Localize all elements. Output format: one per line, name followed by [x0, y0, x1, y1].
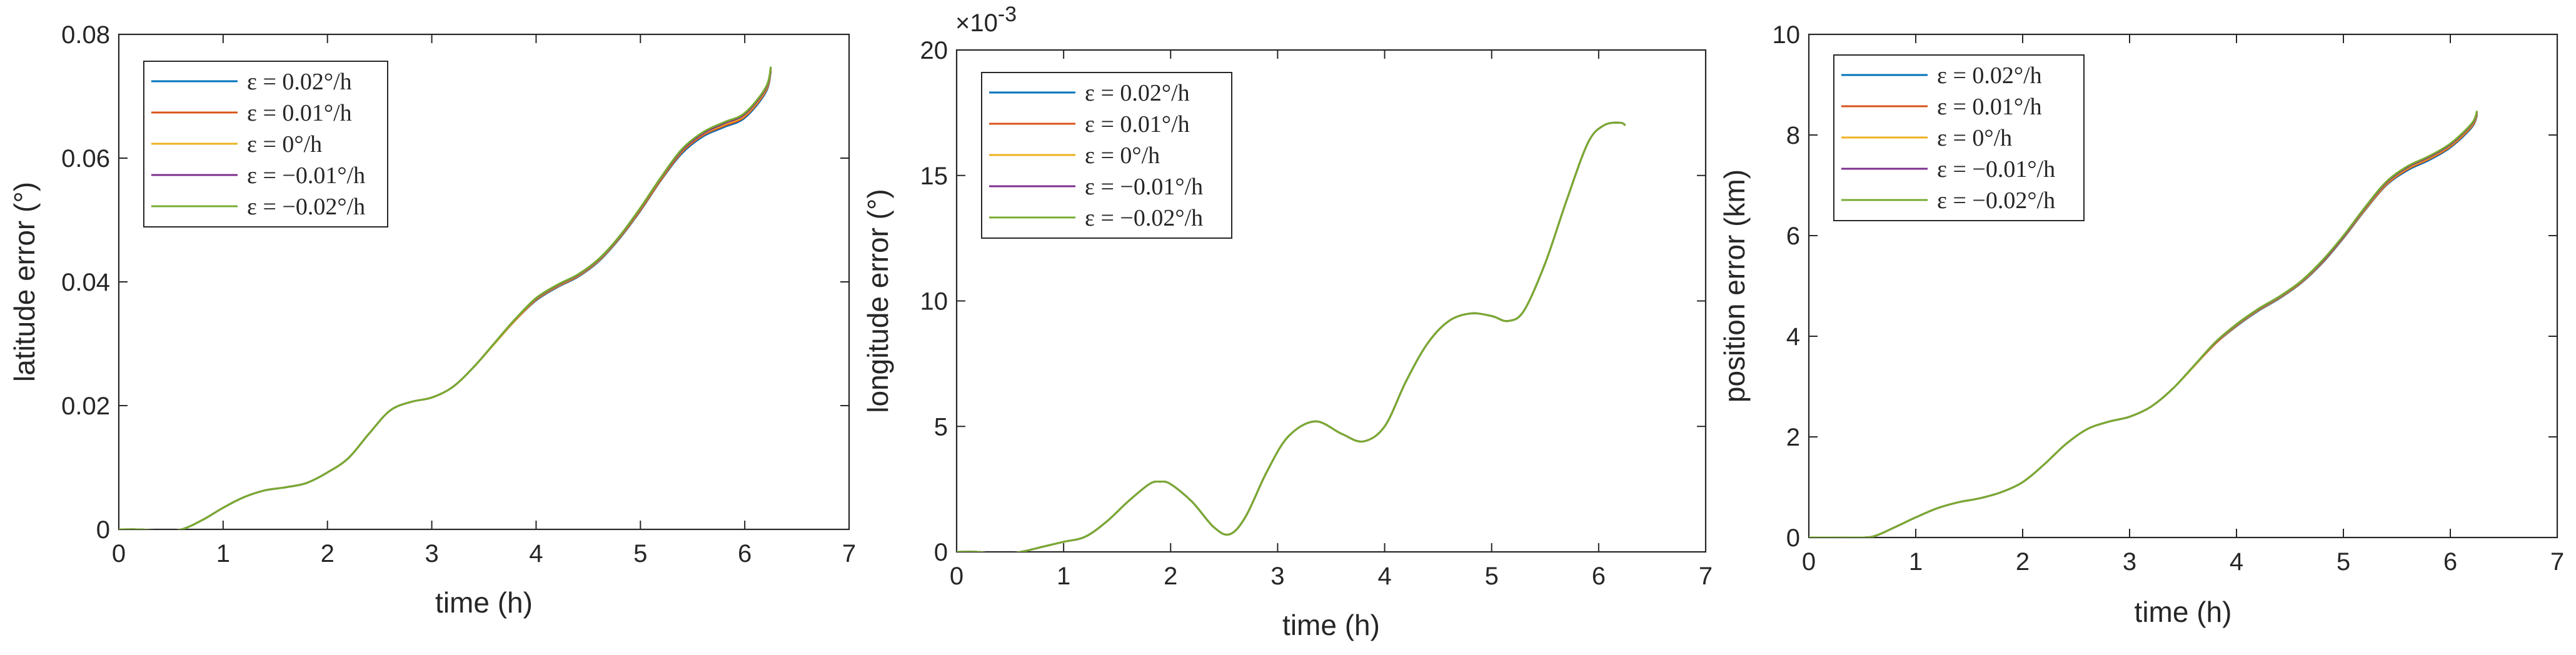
x-tick-label: 4: [529, 540, 543, 568]
x-tick-label: 5: [1485, 562, 1499, 590]
x-tick-label: 3: [1270, 562, 1284, 590]
x-tick-label: 2: [2016, 548, 2030, 576]
x-tick-label: 4: [1377, 562, 1391, 590]
legend-entry-4: ε = −0.01°/h: [1085, 174, 1203, 200]
y-axis-label: latitude error (°): [8, 182, 41, 382]
x-tick-label: 2: [321, 540, 335, 568]
y-tick-label: 0: [934, 539, 948, 566]
legend-entry-5: ε = −0.02°/h: [1937, 188, 2055, 214]
x-axis-label: time (h): [2135, 596, 2232, 628]
y-tick-label: 0.04: [61, 269, 110, 296]
x-tick-label: 7: [2550, 548, 2564, 576]
x-tick-label: 0: [112, 540, 126, 568]
y-tick-label: 15: [920, 162, 948, 190]
chart-2: 0 1 2 3 4 5 6 7 0 5 10 15 20 ×10-3 time (h) longitude e…: [862, 2, 1713, 641]
y-axis-label: position error (km): [1718, 169, 1751, 402]
series-line-5: [957, 121, 1626, 552]
chart-3: 0 1 2 3 4 5 6 7 0 2 4 6 8 10 time (h) position error (k…: [1718, 21, 2564, 628]
y-tick-label: 0: [1786, 524, 1800, 552]
legend-entry-1: ε = 0.02°/h: [247, 69, 352, 95]
y-tick-label: 0.02: [61, 392, 110, 420]
y-tick-label: 0.08: [61, 21, 110, 49]
x-axis-label: time (h): [435, 586, 533, 619]
legend-box: [143, 61, 388, 228]
x-axis-label: time (h): [1282, 609, 1380, 641]
legend-entry-1: ε = 0.02°/h: [1085, 80, 1190, 106]
legend-entry-4: ε = −0.01°/h: [247, 162, 365, 189]
y-tick-label: 5: [934, 413, 948, 441]
chart-1: 0 1 2 3 4 5 6 7 0 0.02 0.04 0.06 0.08 time (h) latitud…: [8, 21, 856, 619]
legend: ε = 0.02°/h ε = 0.01°/h ε = 0°/h ε = −0.01°…: [981, 72, 1232, 239]
x-tick-label: 4: [2230, 548, 2243, 576]
legend-entry-5: ε = −0.02°/h: [247, 194, 365, 220]
legend-entry-2: ε = 0.01°/h: [1085, 111, 1190, 138]
y-tick-label: 10: [1773, 21, 1801, 49]
x-tick-label: 2: [1164, 562, 1177, 590]
legend-entry-1: ε = 0.02°/h: [1937, 62, 2042, 89]
x-tick-label: 1: [1909, 548, 1923, 576]
y-tick-label: 10: [920, 288, 948, 316]
y-exponent-label: ×10-3: [955, 2, 1017, 37]
x-tick-label: 3: [425, 540, 438, 568]
legend-entry-3: ε = 0°/h: [1937, 125, 2012, 151]
x-tick-label: 6: [2443, 548, 2457, 576]
legend-entry-2: ε = 0.01°/h: [247, 100, 352, 126]
x-tick-label: 6: [738, 540, 752, 568]
x-tick-label: 7: [1699, 562, 1713, 590]
legend: ε = 0.02°/h ε = 0.01°/h ε = 0°/h ε = −0.01°…: [1833, 54, 2085, 221]
y-tick-label: 20: [920, 37, 948, 64]
legend-entry-5: ε = −0.02°/h: [1085, 205, 1203, 231]
y-tick-label: 6: [1786, 222, 1800, 250]
y-tick-label: 0.06: [61, 145, 110, 172]
x-tick-label: 3: [2123, 548, 2136, 576]
series-line-5: [119, 66, 772, 529]
x-tick-label: 0: [1802, 548, 1816, 576]
y-axis-label: longitude error (°): [862, 189, 894, 412]
x-tick-label: 1: [1057, 562, 1070, 590]
x-tick-label: 1: [216, 540, 230, 568]
series-line-5: [1809, 110, 2478, 538]
y-tick-label: 8: [1786, 122, 1800, 149]
x-tick-label: 5: [633, 540, 647, 568]
legend: ε = 0.02°/h ε = 0.01°/h ε = 0°/h ε = −0.01°…: [143, 61, 388, 228]
y-tick-label: 0: [96, 516, 110, 544]
x-tick-label: 5: [2337, 548, 2350, 576]
legend-entry-3: ε = 0°/h: [1085, 142, 1160, 169]
y-tick-label: 2: [1786, 424, 1800, 451]
x-tick-label: 6: [1592, 562, 1606, 590]
x-tick-label: 0: [950, 562, 963, 590]
y-tick-label: 4: [1786, 323, 1800, 351]
legend-entry-2: ε = 0.01°/h: [1937, 94, 2042, 120]
x-tick-label: 7: [842, 540, 856, 568]
legend-entry-3: ε = 0°/h: [247, 131, 322, 158]
legend-entry-4: ε = −0.01°/h: [1937, 156, 2055, 182]
